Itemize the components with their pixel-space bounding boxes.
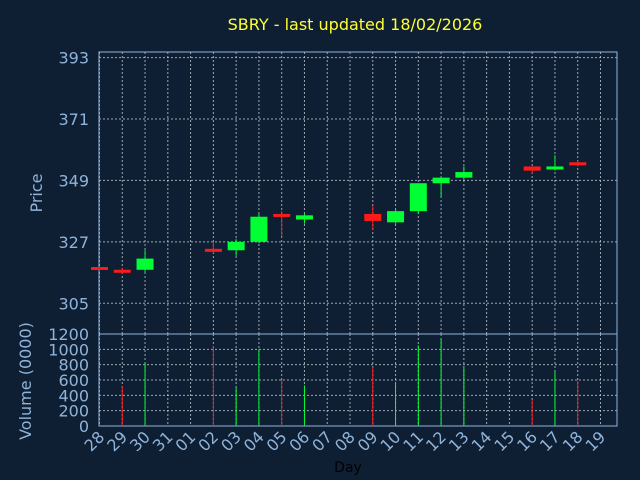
price-y-tick: 371 xyxy=(58,110,89,129)
volume-y-tick: 1200 xyxy=(48,325,89,344)
candle-16 xyxy=(523,166,541,174)
candle-30 xyxy=(136,250,154,273)
candle-06 xyxy=(295,213,313,224)
candle-body xyxy=(295,215,313,220)
price-plot-frame xyxy=(98,51,618,335)
volume-y-tick: 1000 xyxy=(48,340,89,359)
candle-body xyxy=(273,213,291,217)
candle-body xyxy=(250,216,268,242)
candle-body xyxy=(91,266,108,270)
candle-09 xyxy=(364,205,382,230)
candle-05 xyxy=(273,211,291,237)
volume-plot-frame xyxy=(98,333,618,427)
x-axis-label: Day xyxy=(334,460,362,476)
volume-bars xyxy=(121,338,579,426)
volume-y-tick: 200 xyxy=(58,402,89,421)
candle-11 xyxy=(409,183,427,214)
price-y-tick: 305 xyxy=(58,294,89,313)
candle-body xyxy=(136,258,154,270)
price-axis-label: Price xyxy=(27,173,46,212)
price-y-tick: 349 xyxy=(58,171,89,190)
candle-body xyxy=(569,162,587,166)
chart-title: SBRY - last updated 18/02/2026 xyxy=(228,15,483,34)
volume-y-tick: 800 xyxy=(58,356,89,375)
candle-body xyxy=(409,183,427,212)
candle-body xyxy=(523,166,541,171)
price-y-tick: 393 xyxy=(58,49,89,68)
candle-body xyxy=(432,177,450,184)
candle-body xyxy=(204,248,222,252)
candle-02 xyxy=(204,241,222,254)
candle-28 xyxy=(91,266,108,270)
candle-body xyxy=(387,211,405,223)
price-y-ticks: 393 371 349 327 305 xyxy=(58,49,89,314)
candles xyxy=(91,155,587,274)
x-tick: 19 xyxy=(581,427,609,455)
candle-17 xyxy=(546,155,564,171)
candle-18 xyxy=(569,160,587,167)
candle-12 xyxy=(432,177,450,198)
volume-y-tick: 0 xyxy=(79,417,89,436)
candle-04 xyxy=(250,213,268,244)
candle-03 xyxy=(227,239,245,256)
candle-10 xyxy=(387,208,405,224)
volume-y-tick: 600 xyxy=(58,371,89,390)
volume-grid xyxy=(99,333,617,427)
candle-29 xyxy=(113,268,131,274)
price-grid xyxy=(99,52,617,334)
candle-body xyxy=(364,213,382,221)
candle-body xyxy=(455,172,473,178)
volume-y-tick: 400 xyxy=(58,386,89,405)
candle-13 xyxy=(455,166,473,181)
candle-body xyxy=(113,269,131,273)
price-y-tick: 327 xyxy=(58,233,89,252)
x-ticks: 2829303101020304050607080910111213141516… xyxy=(80,427,609,455)
candle-body xyxy=(546,166,564,170)
volume-axis-label: Volume (0000) xyxy=(16,322,35,440)
candle-body xyxy=(227,241,245,251)
